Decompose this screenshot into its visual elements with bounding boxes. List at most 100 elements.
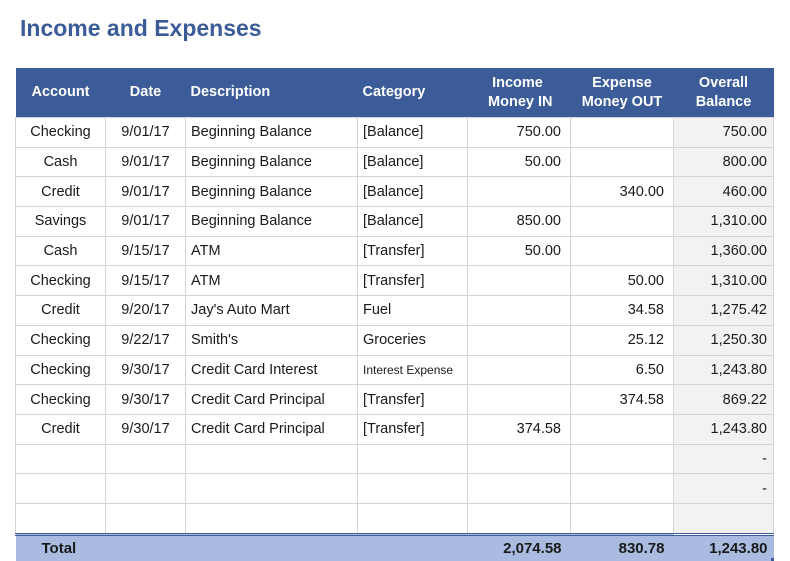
category-cell[interactable] — [357, 473, 468, 504]
category-cell[interactable]: [Balance] — [357, 146, 468, 178]
balance-cell[interactable]: - — [673, 473, 774, 504]
balance-cell[interactable]: 1,243.80 — [673, 413, 774, 445]
date-cell[interactable]: 9/20/17 — [105, 295, 186, 326]
account-cell[interactable]: Cash — [15, 146, 106, 178]
account-cell[interactable]: Checking — [15, 354, 106, 386]
description-cell[interactable]: ATM — [185, 265, 358, 297]
date-cell[interactable]: 9/22/17 — [105, 324, 186, 356]
account-cell[interactable]: Credit — [15, 176, 106, 208]
account-cell[interactable] — [15, 502, 106, 535]
expense-cell[interactable]: 374.58 — [570, 384, 674, 415]
description-cell[interactable]: Beginning Balance — [185, 117, 358, 148]
expense-cell[interactable]: 6.50 — [570, 354, 674, 386]
date-cell[interactable]: 9/01/17 — [105, 117, 186, 148]
income-cell[interactable] — [467, 265, 571, 297]
description-cell[interactable]: Credit Card Principal — [185, 384, 358, 415]
date-cell[interactable] — [105, 473, 186, 504]
category-cell[interactable]: [Transfer] — [357, 413, 468, 445]
expense-cell[interactable] — [570, 413, 674, 445]
expense-cell[interactable] — [570, 235, 674, 267]
category-cell[interactable]: [Transfer] — [357, 265, 468, 297]
account-cell[interactable]: Checking — [15, 384, 106, 415]
balance-cell[interactable]: 800.00 — [673, 146, 774, 178]
description-cell[interactable] — [185, 502, 358, 535]
category-cell[interactable]: [Balance] — [357, 206, 468, 237]
account-cell[interactable] — [15, 443, 106, 475]
balance-cell[interactable]: 869.22 — [673, 384, 774, 415]
date-cell[interactable]: 9/30/17 — [105, 354, 186, 386]
column-header-balance[interactable]: Overall Balance — [673, 68, 774, 118]
expense-cell[interactable] — [570, 146, 674, 178]
income-cell[interactable] — [467, 473, 571, 504]
category-cell[interactable]: Fuel — [357, 295, 468, 326]
income-cell[interactable]: 374.58 — [467, 413, 571, 445]
balance-cell[interactable]: - — [673, 443, 774, 475]
category-cell[interactable]: [Balance] — [357, 117, 468, 148]
balance-cell[interactable]: 1,360.00 — [673, 235, 774, 267]
balance-cell[interactable] — [673, 502, 774, 535]
expense-cell[interactable]: 34.58 — [570, 295, 674, 326]
expense-cell[interactable] — [570, 117, 674, 148]
income-cell[interactable] — [467, 354, 571, 386]
date-cell[interactable]: 9/01/17 — [105, 176, 186, 208]
description-cell[interactable]: Jay's Auto Mart — [185, 295, 358, 326]
category-cell[interactable] — [357, 502, 468, 535]
total-balance[interactable]: 1,243.80 — [673, 532, 774, 561]
description-cell[interactable]: Beginning Balance — [185, 206, 358, 237]
category-cell[interactable]: [Transfer] — [357, 384, 468, 415]
account-cell[interactable]: Cash — [15, 235, 106, 267]
total-income[interactable]: 2,074.58 — [467, 532, 571, 561]
income-cell[interactable]: 850.00 — [467, 206, 571, 237]
income-cell[interactable]: 50.00 — [467, 235, 571, 267]
account-cell[interactable]: Credit — [15, 295, 106, 326]
category-cell[interactable]: [Balance] — [357, 176, 468, 208]
account-cell[interactable]: Savings — [15, 206, 106, 237]
expense-cell[interactable]: 50.00 — [570, 265, 674, 297]
account-cell[interactable]: Checking — [15, 324, 106, 356]
description-cell[interactable] — [185, 473, 358, 504]
table-resize-handle-icon[interactable] — [770, 557, 774, 561]
column-header-income[interactable]: Income Money IN — [467, 68, 571, 118]
column-header-category[interactable]: Category — [357, 68, 468, 118]
category-cell[interactable] — [357, 443, 468, 475]
account-cell[interactable]: Credit — [15, 413, 106, 445]
expense-cell[interactable] — [570, 443, 674, 475]
income-cell[interactable] — [467, 443, 571, 475]
balance-cell[interactable]: 1,310.00 — [673, 206, 774, 237]
income-cell[interactable]: 750.00 — [467, 117, 571, 148]
balance-cell[interactable]: 460.00 — [673, 176, 774, 208]
description-cell[interactable]: Beginning Balance — [185, 146, 358, 178]
balance-cell[interactable]: 750.00 — [673, 117, 774, 148]
income-cell[interactable] — [467, 176, 571, 208]
income-cell[interactable] — [467, 502, 571, 535]
column-header-date[interactable]: Date — [105, 68, 186, 118]
income-cell[interactable] — [467, 324, 571, 356]
account-cell[interactable] — [15, 473, 106, 504]
income-cell[interactable] — [467, 384, 571, 415]
description-cell[interactable]: Smith's — [185, 324, 358, 356]
balance-cell[interactable]: 1,310.00 — [673, 265, 774, 297]
date-cell[interactable]: 9/15/17 — [105, 235, 186, 267]
description-cell[interactable]: Beginning Balance — [185, 176, 358, 208]
date-cell[interactable]: 9/01/17 — [105, 206, 186, 237]
category-cell[interactable]: Groceries — [357, 324, 468, 356]
column-header-expense[interactable]: Expense Money OUT — [570, 68, 674, 118]
category-cell[interactable]: [Transfer] — [357, 235, 468, 267]
description-cell[interactable]: Credit Card Interest — [185, 354, 358, 386]
income-cell[interactable] — [467, 295, 571, 326]
description-cell[interactable]: Credit Card Principal — [185, 413, 358, 445]
expense-cell[interactable] — [570, 206, 674, 237]
date-cell[interactable]: 9/30/17 — [105, 384, 186, 415]
date-cell[interactable]: 9/30/17 — [105, 413, 186, 445]
account-cell[interactable]: Checking — [15, 265, 106, 297]
balance-cell[interactable]: 1,275.42 — [673, 295, 774, 326]
column-header-description[interactable]: Description — [185, 68, 358, 118]
category-cell[interactable]: Interest Expense — [357, 354, 468, 386]
column-header-account[interactable]: Account — [15, 68, 106, 118]
expense-cell[interactable] — [570, 473, 674, 504]
expense-cell[interactable]: 25.12 — [570, 324, 674, 356]
date-cell[interactable]: 9/01/17 — [105, 146, 186, 178]
description-cell[interactable]: ATM — [185, 235, 358, 267]
income-cell[interactable]: 50.00 — [467, 146, 571, 178]
date-cell[interactable]: 9/15/17 — [105, 265, 186, 297]
